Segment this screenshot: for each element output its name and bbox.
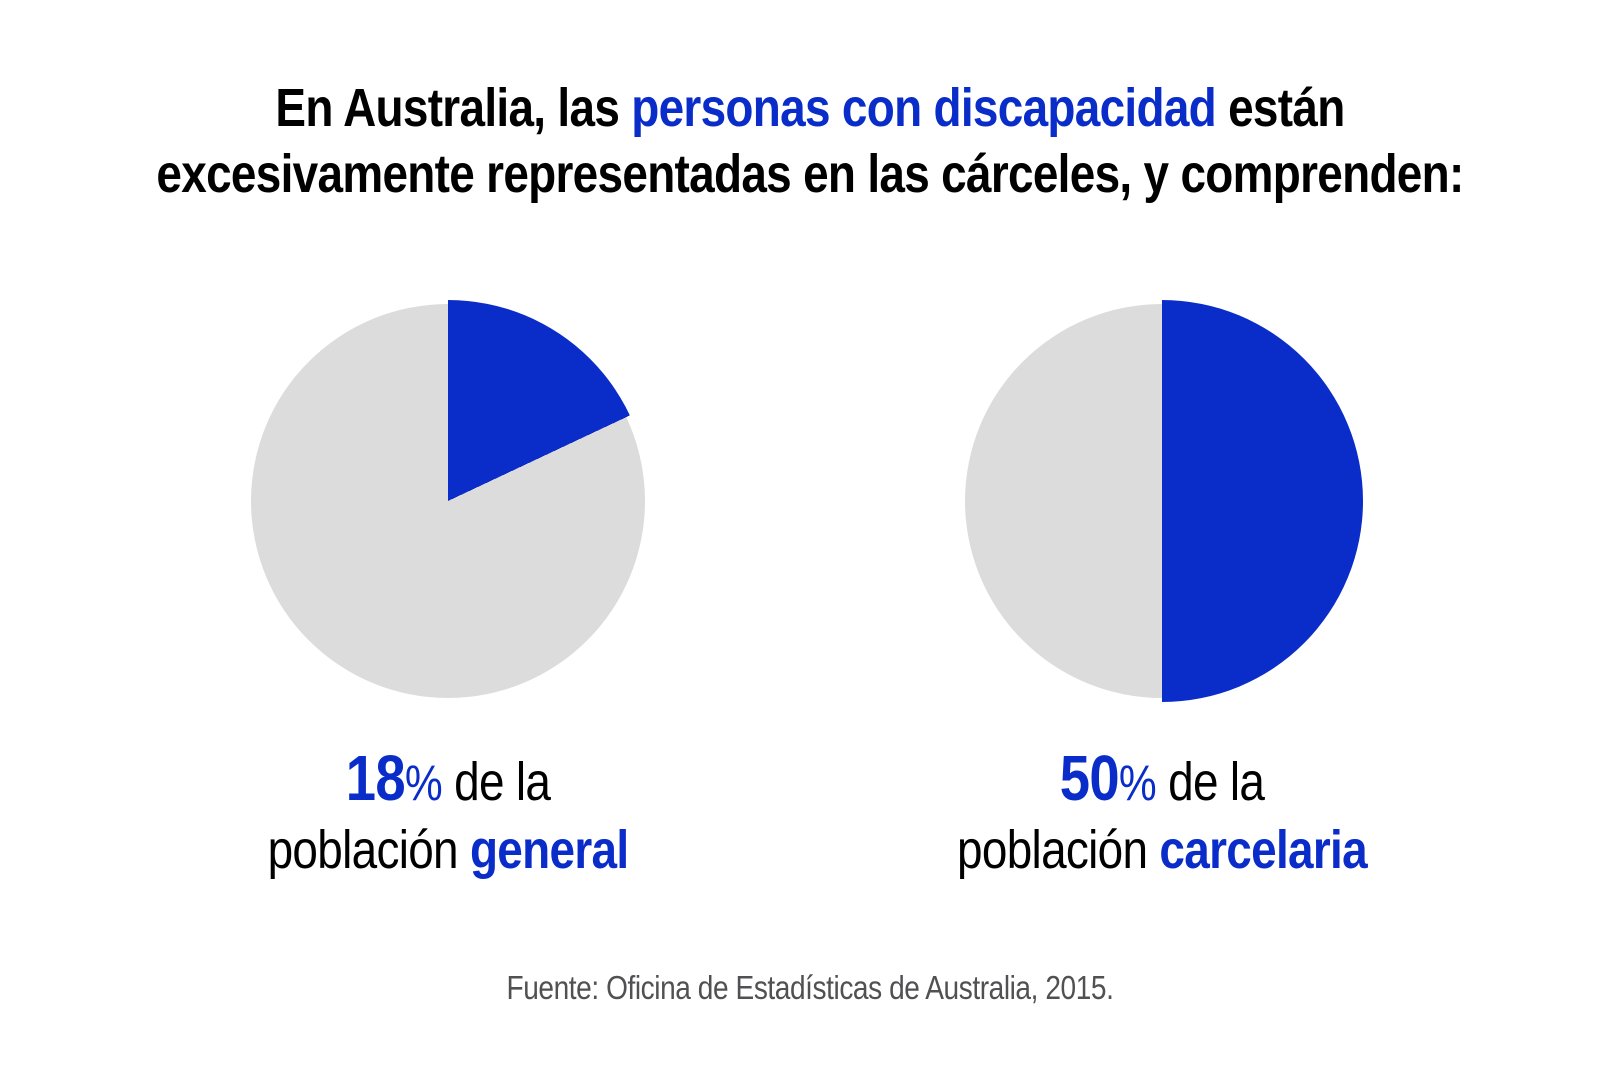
caption-line-1: 18% de la (151, 745, 746, 817)
title-line-1-highlight: personas con discapacidad (631, 78, 1217, 138)
caption-text: población (957, 820, 1160, 880)
caption-line-2: población general (151, 817, 746, 884)
percent-value: 18 (345, 742, 406, 814)
caption-text: población (267, 820, 470, 880)
title-line-2: excesivamente representadas en las cárce… (156, 144, 1464, 204)
caption-highlight: general (469, 820, 629, 880)
title-line-1-before: En Australia, las (275, 78, 632, 138)
caption-highlight: carcelaria (1159, 820, 1367, 880)
source-note: Fuente: Oficina de Estadísticas de Austr… (506, 969, 1114, 1006)
title-line-1-after: están (1216, 78, 1345, 138)
percent-sign: % (404, 755, 443, 811)
pie-chart-prison-population (961, 300, 1363, 702)
pie-chart-general-population (247, 300, 649, 702)
caption-text: de la (442, 752, 551, 812)
pie-highlight-slice (247, 300, 649, 702)
caption-line-2: población carcelaria (865, 817, 1460, 884)
caption-prison-population: 50% de la población carcelaria (865, 745, 1460, 884)
caption-line-1: 50% de la (865, 745, 1460, 817)
caption-text: de la (1156, 752, 1265, 812)
title-line-1: En Australia, las personas con discapaci… (122, 75, 1499, 141)
pie-highlight-slice (961, 300, 1363, 702)
caption-general-population: 18% de la población general (151, 745, 746, 884)
page-title: En Australia, las personas con discapaci… (122, 75, 1499, 207)
percent-value: 50 (1059, 742, 1120, 814)
percent-sign: % (1118, 755, 1157, 811)
